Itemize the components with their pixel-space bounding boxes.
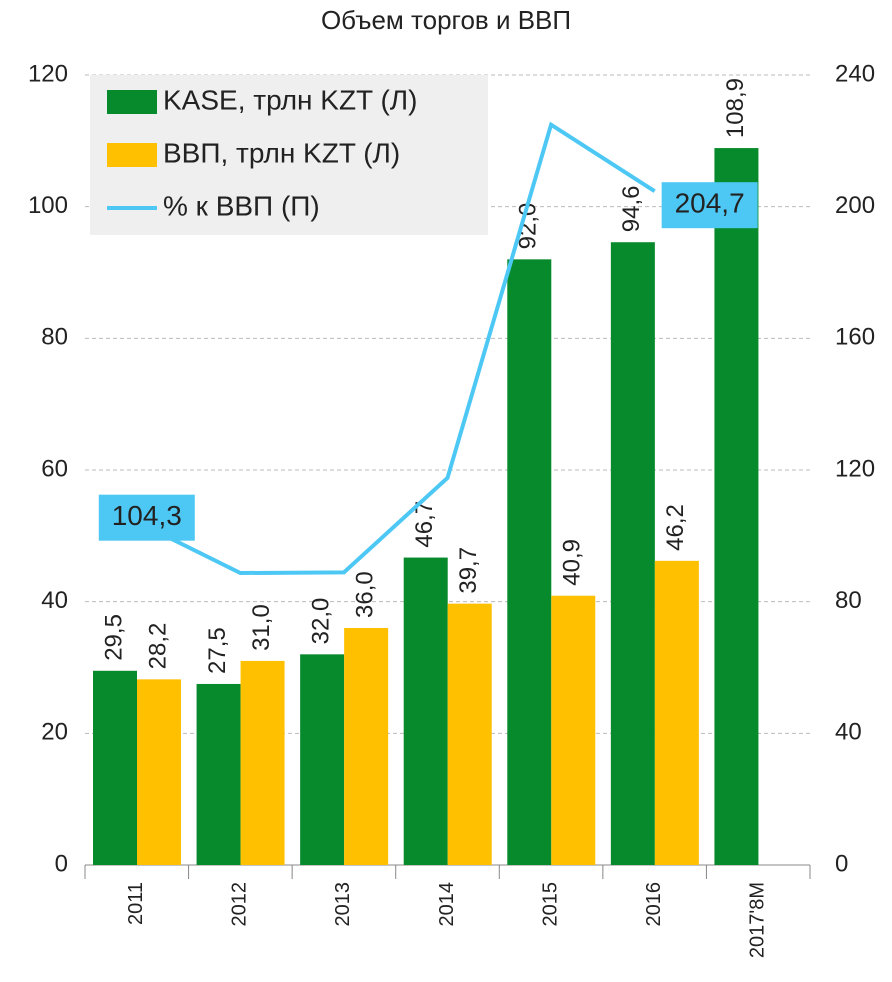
y2-tick-label: 200	[835, 192, 875, 219]
y2-tick-label: 80	[835, 587, 862, 614]
data-label: 32,0	[307, 598, 334, 645]
legend-label: % к ВВП (П)	[163, 190, 320, 221]
y2-tick-label: 120	[835, 455, 875, 482]
data-label: 28,2	[144, 623, 171, 670]
y-tick-label: 60	[41, 455, 68, 482]
x-tick-label: 2017'8M	[746, 882, 768, 958]
bar	[344, 628, 389, 865]
x-tick-label: 2011	[125, 882, 147, 925]
x-tick-label: 2016	[643, 882, 665, 927]
data-label: 36,0	[351, 571, 378, 618]
bar	[403, 557, 448, 865]
bar	[551, 595, 596, 865]
x-tick-label: 2015	[539, 882, 561, 927]
data-label: 29,5	[100, 614, 127, 661]
bar	[137, 679, 181, 865]
bar	[93, 670, 137, 865]
legend-label: KASE, трлн KZT (Л)	[163, 84, 417, 115]
chart-title: Объем торгов и ВВП	[321, 5, 571, 35]
data-label: 92,0	[515, 203, 542, 250]
data-label: 104,3	[112, 500, 182, 531]
y2-tick-label: 0	[835, 850, 848, 877]
bar	[714, 148, 759, 865]
bar	[196, 683, 241, 865]
data-label: 27,5	[204, 627, 231, 674]
y-tick-label: 0	[55, 850, 68, 877]
y-tick-label: 100	[28, 192, 68, 219]
y2-tick-label: 40	[835, 719, 862, 746]
y-tick-label: 40	[41, 587, 68, 614]
x-tick-label: 2014	[436, 882, 458, 927]
bar	[240, 660, 285, 865]
data-label: 40,9	[559, 539, 586, 586]
data-label: 94,6	[618, 185, 645, 232]
bar	[654, 560, 699, 865]
data-label: 108,9	[722, 78, 749, 138]
bar	[447, 603, 492, 865]
data-label-box	[661, 182, 758, 229]
data-label: 204,7	[675, 188, 745, 219]
y-tick-label: 20	[41, 719, 68, 746]
legend-label: ВВП, трлн KZT (Л)	[163, 137, 400, 168]
bar	[300, 654, 345, 865]
x-tick-label: 2013	[332, 882, 354, 927]
bar	[507, 259, 552, 865]
legend-swatch	[107, 90, 157, 114]
y2-tick-label: 160	[835, 324, 875, 351]
x-tick-label: 2012	[229, 882, 251, 927]
y-tick-label: 80	[41, 324, 68, 351]
y2-tick-label: 240	[835, 60, 875, 87]
line	[135, 121, 656, 576]
data-label-box	[98, 494, 195, 541]
data-label: 39,7	[455, 547, 482, 594]
y-tick-label: 120	[28, 60, 68, 87]
data-label: 31,0	[248, 604, 275, 651]
bar	[610, 242, 655, 865]
data-label: 46,2	[662, 504, 689, 551]
legend-swatch	[107, 143, 157, 167]
